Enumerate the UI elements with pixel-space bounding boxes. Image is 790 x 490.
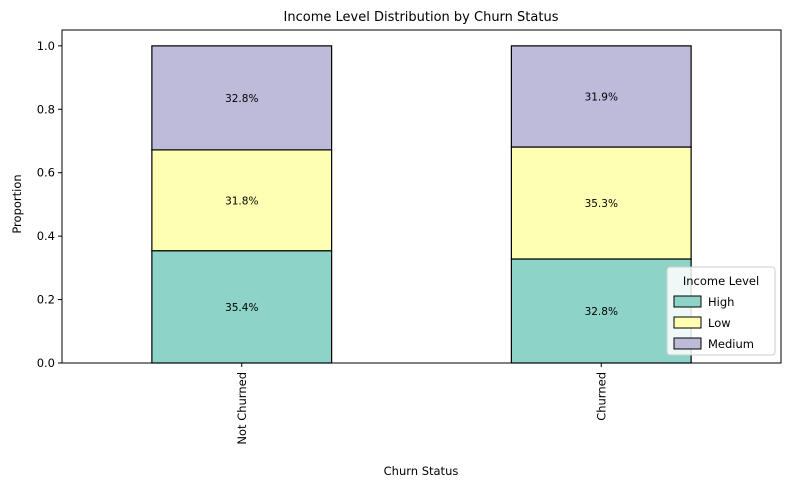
- legend-swatch: [673, 337, 702, 350]
- legend: Income Level High Low Medium: [666, 266, 776, 356]
- axes-layer: 0.0 0.2 0.4 0.6 0.8 1.0 Not Churned Churned: [37, 29, 782, 445]
- legend-entry: Medium: [708, 337, 754, 351]
- y-tick-label: 0.4: [37, 229, 55, 243]
- y-axis-label: Proportion: [10, 174, 24, 233]
- bar-segment: [151, 250, 333, 364]
- bar-segment: [510, 146, 692, 260]
- y-tick-label: 0.0: [37, 356, 55, 370]
- plot-frame: [61, 29, 782, 364]
- y-tick-label: 0.2: [37, 293, 55, 307]
- data-label: 32.8%: [225, 93, 258, 105]
- bar-segment: [510, 258, 692, 364]
- y-tick-label: 0.6: [37, 166, 55, 180]
- legend-swatch: [673, 295, 702, 308]
- x-axis-label: Churn Status: [384, 464, 459, 478]
- bar-segment: [510, 45, 692, 148]
- legend-swatch: [673, 316, 702, 329]
- data-label: 35.4%: [225, 302, 258, 314]
- data-label: 31.8%: [225, 195, 258, 207]
- x-tick-label: Not Churned: [235, 372, 249, 445]
- bar-segment: [151, 149, 333, 252]
- y-tick-label: 1.0: [37, 39, 55, 53]
- bars-layer: 35.4% 31.8% 32.8% 32.8% 35.3% 31.9%: [151, 45, 692, 364]
- legend-entry: Low: [708, 316, 731, 330]
- chart-title: Income Level Distribution by Churn Statu…: [284, 10, 559, 25]
- y-tick-label: 0.8: [37, 102, 55, 116]
- legend-entry: High: [708, 295, 734, 309]
- legend-box: [666, 266, 776, 356]
- data-label: 32.8%: [585, 306, 618, 318]
- bar-segment: [151, 45, 333, 151]
- data-label: 31.9%: [585, 91, 618, 103]
- legend-title: Income Level: [683, 274, 759, 288]
- data-label: 35.3%: [585, 198, 618, 210]
- x-tick-label: Churned: [594, 372, 608, 421]
